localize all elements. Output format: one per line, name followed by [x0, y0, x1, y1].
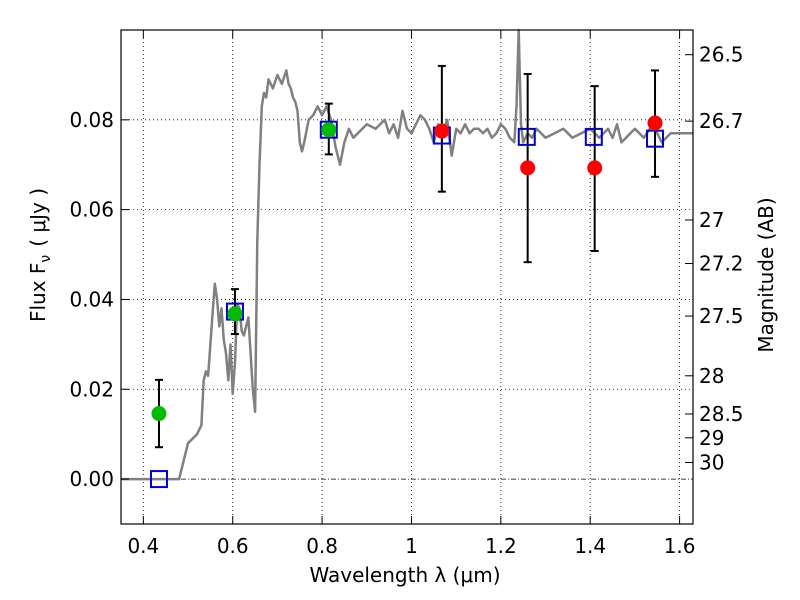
magnitude-tick-label: 27.5 — [699, 304, 744, 328]
model-photometry-square — [517, 127, 536, 146]
green-data-point — [227, 306, 243, 322]
magnitude-tick-label: 26.5 — [699, 43, 744, 67]
magnitude-tick-label: 29 — [699, 426, 724, 450]
y-axis-title-subscript: ν — [38, 255, 54, 263]
magnitude-tick-label: 28.5 — [699, 402, 744, 426]
y-axis-title-main: Flux F — [26, 263, 50, 322]
magnitude-tick-label: 27.2 — [699, 252, 744, 276]
x-tick-label: 0.4 — [127, 534, 159, 558]
y-tick-label: 0.00 — [69, 467, 114, 491]
plot-frame — [120, 29, 694, 525]
model-photometry-square — [149, 470, 168, 489]
magnitude-tick-label: 26.7 — [699, 109, 744, 133]
y-axis-ticks: 0.00 0.02 0.04 0.06 0.08 — [69, 108, 129, 491]
error-bars — [154, 64, 660, 449]
grid-lines — [121, 30, 693, 524]
x-tick-label: 1.2 — [485, 534, 517, 558]
x-tick-label: 0.8 — [306, 534, 338, 558]
y-axis-title-unit: ( μJy ) — [26, 188, 50, 247]
x-tick-label: 1 — [405, 534, 418, 558]
magnitude-tick-label: 30 — [699, 450, 724, 474]
model-photometry-square — [584, 127, 603, 146]
green-data-point — [151, 406, 167, 422]
red-data-point — [520, 160, 536, 176]
red-data-point — [587, 160, 603, 176]
magnitude-tick-label: 27 — [699, 208, 724, 232]
x-axis-ticks: 0.4 0.6 0.8 1 1.2 1.4 1.6 — [127, 30, 696, 558]
x-tick-label: 0.6 — [217, 534, 249, 558]
magnitude-tick-label: 28 — [699, 364, 724, 388]
y-tick-label: 0.08 — [69, 108, 114, 132]
detection-points — [151, 115, 663, 422]
x-tick-label: 1.4 — [574, 534, 606, 558]
x-tick-label: 1.6 — [664, 534, 696, 558]
red-data-point — [434, 123, 450, 139]
green-data-point — [321, 122, 337, 138]
model-photometry-square — [646, 129, 665, 148]
spectrum-series — [121, 28, 693, 481]
y-tick-label: 0.06 — [69, 198, 114, 222]
model-photometry-square — [319, 120, 338, 139]
y-tick-label: 0.04 — [69, 287, 114, 311]
x-axis-title: Wavelength λ (μm) — [309, 563, 500, 587]
right-axis-title: Magnitude (AB) — [754, 197, 778, 352]
y-tick-label: 0.02 — [69, 377, 114, 401]
y-axis-title: Flux Fν ( μJy ) — [26, 188, 54, 322]
red-data-point — [647, 115, 663, 131]
model-photometry-series — [149, 120, 665, 489]
spectrum-line — [121, 28, 693, 481]
